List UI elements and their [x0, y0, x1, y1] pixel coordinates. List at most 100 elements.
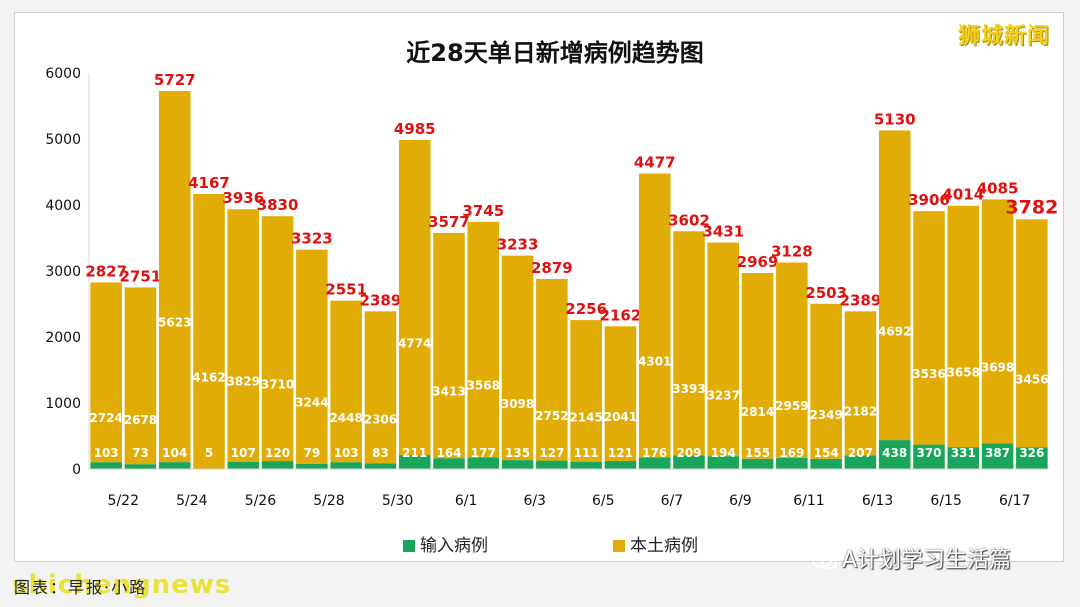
data-label-imported: 155	[745, 446, 770, 460]
bar-local	[467, 221, 500, 458]
data-label-imported: 104	[162, 446, 187, 460]
bar-imported	[913, 444, 945, 469]
data-label-imported: 135	[505, 446, 530, 460]
data-label-imported: 120	[265, 446, 290, 460]
bar-local	[364, 311, 397, 464]
x-tick-label: 5/22	[108, 493, 139, 509]
bar-local	[844, 311, 877, 456]
data-label-local: 5623	[158, 316, 191, 330]
bar-local	[1016, 219, 1048, 448]
data-label-local: 2724	[89, 411, 122, 425]
data-label-local: 2814	[741, 405, 774, 419]
data-label-imported: 211	[402, 446, 427, 460]
data-label-imported: 5	[205, 446, 213, 460]
bar-local	[193, 193, 225, 469]
data-label-local: 4692	[878, 324, 911, 338]
bar-imported	[467, 457, 500, 469]
x-tick-label: 6/3	[523, 493, 546, 509]
data-label-local: 4162	[192, 370, 225, 384]
legend-label-imported: 输入病例	[420, 536, 488, 556]
data-label-local: 2145	[569, 411, 602, 425]
data-label-local: 2041	[604, 410, 637, 424]
data-label-total: 2879	[531, 259, 573, 277]
data-label-local: 3456	[1015, 372, 1048, 386]
bar-imported	[227, 461, 260, 469]
y-tick-label: 2000	[45, 330, 81, 346]
data-label-total: 4014	[942, 186, 984, 204]
bar-imported	[810, 458, 842, 469]
data-label-local: 3829	[227, 375, 260, 389]
x-tick-label: 6/1	[455, 493, 478, 509]
data-label-local: 2349	[809, 408, 842, 422]
x-tick-label: 5/30	[382, 493, 413, 509]
bar-imported	[536, 460, 568, 469]
data-label-total: 2162	[600, 306, 642, 324]
bar-local	[810, 303, 842, 459]
brand-label: 狮城新闻	[957, 24, 1050, 49]
x-axis: 5/22 5/24 5/26 5/28 5/30 6/1 6/3 6/5 6/7 6/9 6/11 6…	[89, 468, 1049, 509]
data-label-total: 2503	[805, 284, 847, 302]
bar-imported	[981, 443, 1014, 469]
data-label-total: 3745	[462, 202, 504, 220]
legend-swatch-imported	[403, 540, 415, 552]
bar-local	[90, 282, 122, 463]
data-label-local: 3244	[295, 396, 328, 410]
data-label-total: 5727	[154, 71, 196, 89]
x-tick-label: 6/5	[592, 493, 615, 509]
bar-imported	[330, 462, 362, 469]
source-note: 图表：早报·小路	[14, 578, 148, 597]
data-label-local: 2678	[124, 413, 157, 427]
data-label-local: 2182	[844, 404, 877, 418]
account-watermark: A计划学习生活篇	[812, 542, 1011, 574]
bar-imported	[158, 462, 191, 469]
data-label-total: 3233	[497, 236, 539, 254]
data-label-imported: 121	[608, 446, 633, 460]
data-label-total: 2827	[85, 262, 127, 280]
data-label-total: 2969	[737, 253, 779, 271]
data-label-imported: 207	[848, 446, 873, 460]
bar-imported	[844, 455, 877, 469]
bar-imported	[878, 440, 911, 469]
x-tick-label: 6/13	[862, 493, 893, 509]
data-label-imported: 169	[779, 446, 804, 460]
data-label-total: 2389	[840, 291, 882, 309]
bar-local	[398, 139, 431, 456]
data-label-local: 3413	[432, 385, 465, 399]
data-label-imported: 79	[304, 446, 321, 460]
bar-local	[570, 320, 602, 462]
data-label-imported: 176	[642, 446, 667, 460]
x-tick-label: 6/15	[930, 493, 961, 509]
bar-imported	[1016, 447, 1048, 469]
data-label-total: 3906	[908, 191, 950, 209]
x-tick-label: 5/28	[313, 493, 344, 509]
data-label-local: 3568	[467, 379, 500, 393]
bar-local	[913, 211, 945, 445]
bar-imported	[433, 458, 465, 469]
bar-local	[296, 249, 328, 464]
y-axis: 0 1000 2000 3000 4000 5000 6000	[45, 66, 90, 478]
data-label-total: 3830	[257, 196, 299, 214]
data-label-imported: 107	[231, 446, 256, 460]
y-tick-label: 3000	[45, 264, 81, 280]
bar-imported	[296, 463, 328, 469]
y-tick-label: 4000	[45, 198, 81, 214]
wechat-icon	[812, 551, 838, 571]
data-label-imported: 111	[574, 446, 599, 460]
chart-frame: 近28天单日新增病例趋势图 0 1000 2000 3000 4000 5000 6000 …	[14, 12, 1064, 562]
bar-imported	[364, 463, 397, 469]
data-label-imported: 83	[372, 446, 389, 460]
data-label-imported: 438	[882, 446, 907, 460]
data-label-imported: 127	[539, 446, 564, 460]
data-label-imported: 103	[94, 446, 119, 460]
data-label-local: 4301	[638, 354, 671, 368]
data-label-local: 2306	[364, 413, 397, 427]
data-label-local: 3098	[501, 397, 534, 411]
data-label-total: 3128	[771, 243, 813, 261]
bar-local	[124, 287, 157, 465]
site-watermark: shichengnews	[12, 570, 232, 600]
data-label-total: 3323	[291, 230, 333, 248]
data-label-total: 2751	[120, 267, 162, 285]
bar-imported	[90, 462, 122, 469]
bar-local	[981, 199, 1014, 444]
bar-imported	[673, 455, 705, 469]
